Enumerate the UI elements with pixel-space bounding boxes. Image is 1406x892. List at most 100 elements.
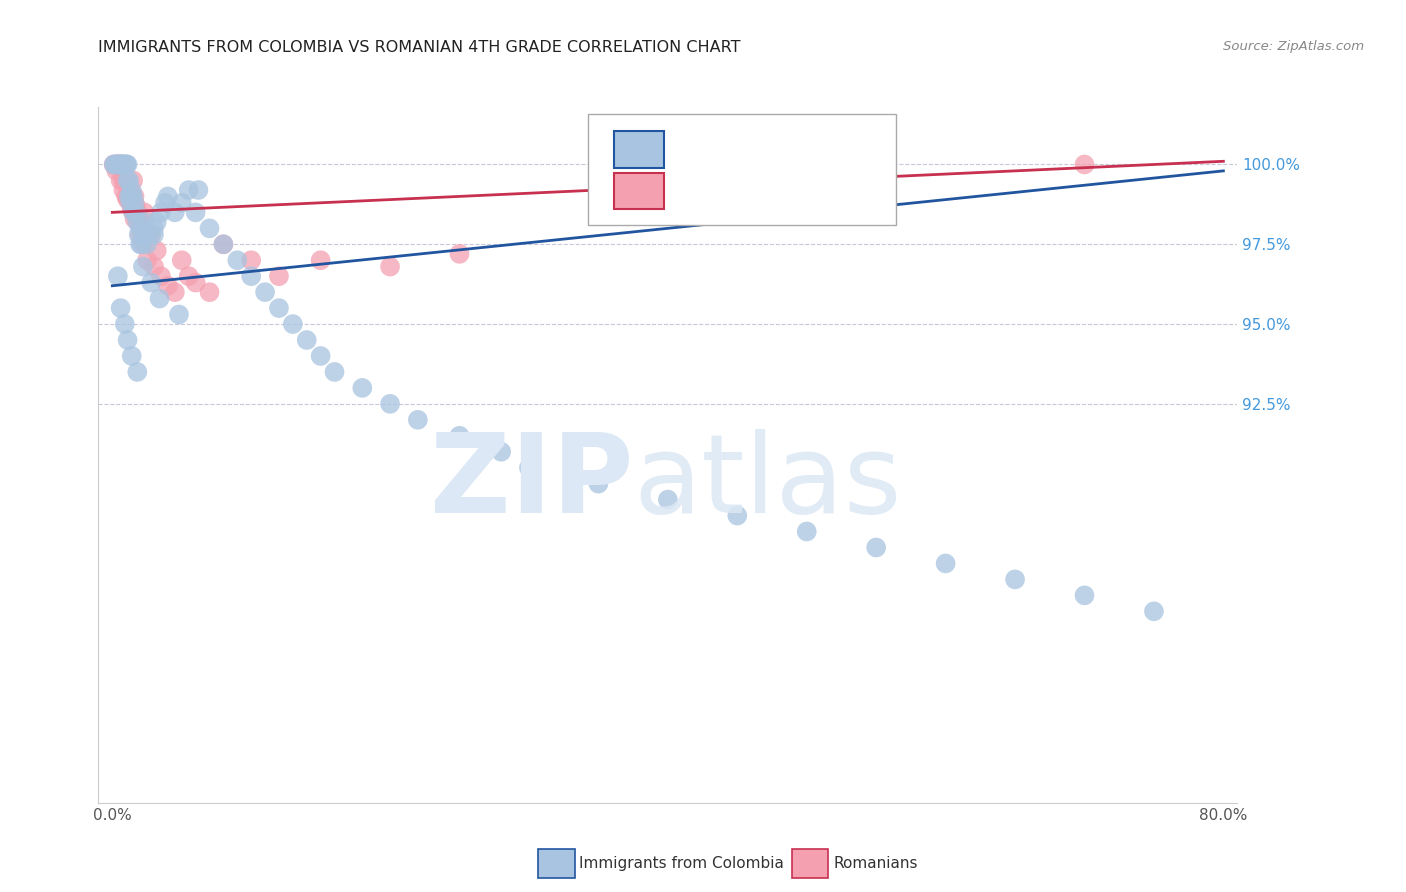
Immigrants from Colombia xyxy=(148,292,170,306)
Romanians xyxy=(127,205,149,219)
Romanians xyxy=(111,164,134,178)
Immigrants from Colombia xyxy=(323,365,346,379)
Immigrants from Colombia xyxy=(121,349,143,363)
Immigrants from Colombia xyxy=(141,276,163,290)
Immigrants from Colombia xyxy=(107,269,129,284)
Immigrants from Colombia xyxy=(118,173,141,187)
Immigrants from Colombia xyxy=(128,227,150,242)
Immigrants from Colombia xyxy=(122,205,145,219)
Immigrants from Colombia xyxy=(125,205,148,219)
Immigrants from Colombia xyxy=(132,227,155,242)
Romanians xyxy=(129,227,152,242)
Immigrants from Colombia xyxy=(132,260,155,274)
Romanians xyxy=(121,202,143,216)
Immigrants from Colombia xyxy=(110,157,132,171)
Romanians xyxy=(117,193,139,207)
Text: R = 0.404   N = 82: R = 0.404 N = 82 xyxy=(673,140,858,159)
Romanians xyxy=(105,157,128,171)
Romanians xyxy=(1073,157,1095,171)
Immigrants from Colombia xyxy=(184,205,207,219)
Immigrants from Colombia xyxy=(110,301,132,315)
Immigrants from Colombia xyxy=(281,317,304,331)
FancyBboxPatch shape xyxy=(614,131,665,168)
Romanians xyxy=(184,276,207,290)
Text: Source: ZipAtlas.com: Source: ZipAtlas.com xyxy=(1223,40,1364,54)
Immigrants from Colombia xyxy=(103,157,125,171)
FancyBboxPatch shape xyxy=(588,114,896,226)
Text: IMMIGRANTS FROM COLOMBIA VS ROMANIAN 4TH GRADE CORRELATION CHART: IMMIGRANTS FROM COLOMBIA VS ROMANIAN 4TH… xyxy=(98,40,741,55)
Romanians xyxy=(141,227,163,242)
Romanians xyxy=(163,285,186,300)
Romanians xyxy=(112,183,135,197)
Immigrants from Colombia xyxy=(143,227,166,242)
Text: Immigrants from Colombia: Immigrants from Colombia xyxy=(579,856,785,871)
Romanians xyxy=(121,189,143,203)
Immigrants from Colombia xyxy=(114,157,136,171)
Immigrants from Colombia xyxy=(352,381,374,395)
Immigrants from Colombia xyxy=(153,195,176,210)
Text: atlas: atlas xyxy=(634,429,903,536)
Immigrants from Colombia xyxy=(489,444,512,458)
Romanians xyxy=(114,173,136,187)
Romanians xyxy=(198,285,221,300)
Romanians xyxy=(212,237,235,252)
Romanians xyxy=(143,260,166,274)
Romanians xyxy=(136,253,159,268)
Immigrants from Colombia xyxy=(129,221,152,235)
Immigrants from Colombia xyxy=(143,221,166,235)
Immigrants from Colombia xyxy=(105,157,128,171)
Romanians xyxy=(103,157,125,171)
Immigrants from Colombia xyxy=(111,157,134,171)
Immigrants from Colombia xyxy=(127,365,149,379)
Immigrants from Colombia xyxy=(865,541,887,555)
Romanians xyxy=(122,173,145,187)
Romanians xyxy=(132,237,155,252)
Immigrants from Colombia xyxy=(796,524,818,539)
Immigrants from Colombia xyxy=(118,189,141,203)
Romanians xyxy=(120,195,142,210)
Romanians xyxy=(170,253,193,268)
Immigrants from Colombia xyxy=(145,215,167,229)
Romanians xyxy=(117,189,139,203)
Immigrants from Colombia xyxy=(378,397,401,411)
Immigrants from Colombia xyxy=(131,237,153,252)
Immigrants from Colombia xyxy=(406,413,429,427)
Immigrants from Colombia xyxy=(657,492,679,507)
Immigrants from Colombia xyxy=(449,429,471,443)
Romanians xyxy=(104,157,127,171)
Immigrants from Colombia xyxy=(295,333,318,347)
Immigrants from Colombia xyxy=(115,157,138,171)
Immigrants from Colombia xyxy=(114,317,136,331)
Text: R = 0.298   N = 50: R = 0.298 N = 50 xyxy=(673,182,858,200)
Romanians xyxy=(134,205,156,219)
Romanians xyxy=(115,173,138,187)
Immigrants from Colombia xyxy=(110,157,132,171)
Immigrants from Colombia xyxy=(139,227,162,242)
Immigrants from Colombia xyxy=(254,285,277,300)
Romanians xyxy=(149,269,172,284)
Immigrants from Colombia xyxy=(267,301,290,315)
Immigrants from Colombia xyxy=(170,195,193,210)
Immigrants from Colombia xyxy=(136,237,159,252)
Immigrants from Colombia xyxy=(309,349,332,363)
Text: ZIP: ZIP xyxy=(430,429,634,536)
Immigrants from Colombia xyxy=(725,508,748,523)
Romanians xyxy=(107,157,129,171)
Immigrants from Colombia xyxy=(108,157,131,171)
Immigrants from Colombia xyxy=(115,157,138,171)
Romanians xyxy=(124,211,146,226)
Romanians xyxy=(105,164,128,178)
Immigrants from Colombia xyxy=(177,183,200,197)
Immigrants from Colombia xyxy=(226,253,249,268)
Immigrants from Colombia xyxy=(129,237,152,252)
Immigrants from Colombia xyxy=(187,183,209,197)
FancyBboxPatch shape xyxy=(614,173,665,210)
Immigrants from Colombia xyxy=(1073,588,1095,602)
Immigrants from Colombia xyxy=(115,157,138,171)
Immigrants from Colombia xyxy=(167,308,190,322)
Immigrants from Colombia xyxy=(117,157,139,171)
Immigrants from Colombia xyxy=(1004,573,1026,587)
Romanians xyxy=(110,173,132,187)
Immigrants from Colombia xyxy=(121,183,143,197)
Romanians xyxy=(449,247,471,261)
